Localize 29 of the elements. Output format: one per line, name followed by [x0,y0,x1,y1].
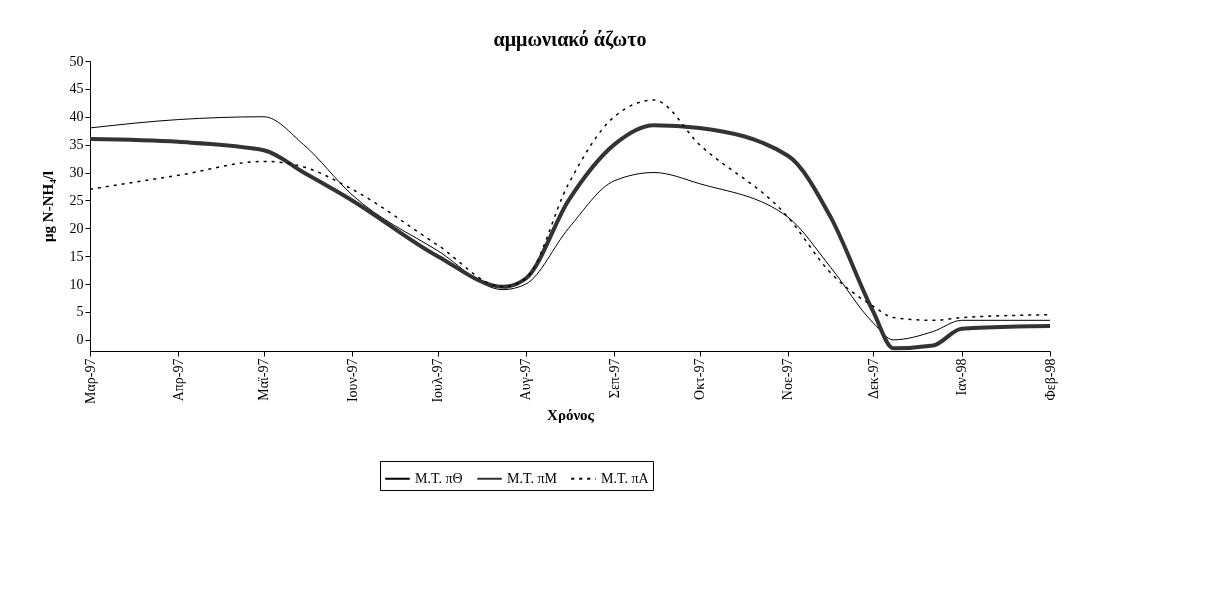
x-tick-label: Φεβ-98 [1042,358,1058,401]
x-tick-label: Ιουλ-97 [430,358,446,403]
y-tick-label: 0 [76,332,84,348]
x-tick-label: Μαρ-97 [82,358,98,404]
y-tick-label: 25 [69,192,84,208]
y-tick-label: 30 [69,165,84,181]
legend-label: Μ.Τ. πΘ [415,470,463,486]
x-tick-label: Ιαν-98 [954,358,970,396]
x-tick-label: Αυγ-97 [518,358,534,401]
y-axis-title: μg N-NH₄/l [39,171,56,242]
y-tick-label: 10 [69,276,84,292]
x-tick-label: Οκτ-97 [692,358,708,400]
x-tick-label: Δεκ-97 [865,358,881,400]
x-tick-label: Απρ-97 [170,358,186,402]
y-tick-label: 35 [69,137,84,153]
y-tick-label: 5 [76,304,84,320]
y-tick-label: 15 [69,248,84,264]
y-tick-label: 50 [69,53,84,69]
y-tick-label: 45 [69,81,84,97]
x-tick-label: Ιουν-97 [344,358,360,403]
chart-title: αμμωνιακό άζωτο [493,28,647,51]
x-tick-label: Νοε-97 [780,358,796,401]
y-tick-label: 20 [69,220,84,236]
x-axis-title: Χρόνος [547,406,595,423]
x-tick-label: Σεπ-97 [606,358,622,399]
legend-label: Μ.Τ. πΑ [601,470,650,486]
legend-label: Μ.Τ. πΜ [507,470,558,486]
y-tick-label: 40 [69,109,84,125]
x-tick-label: Μαϊ-97 [256,358,272,401]
